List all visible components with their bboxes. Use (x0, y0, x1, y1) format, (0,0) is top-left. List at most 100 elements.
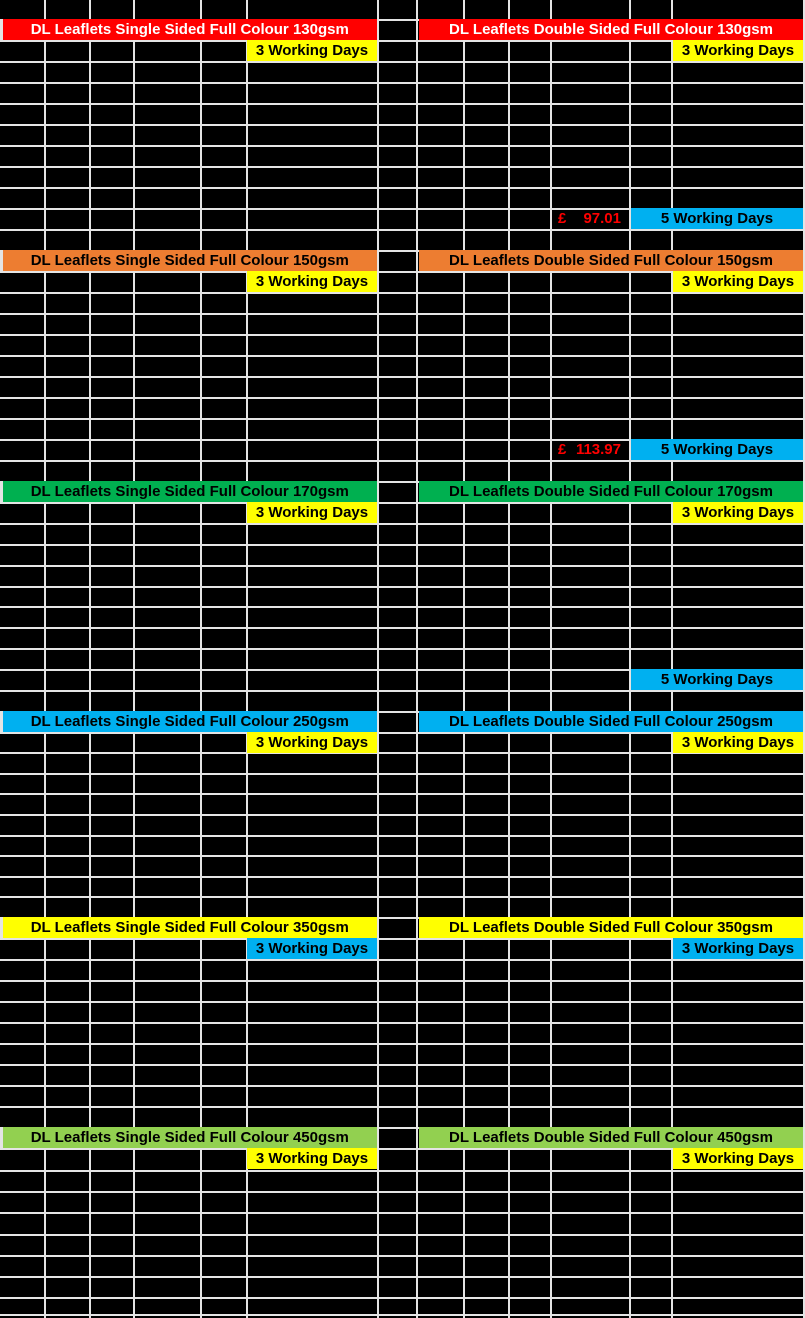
gridline-horizontal (0, 522, 805, 525)
badge-3-working-days-single-170gsm[interactable]: 3 Working Days (247, 502, 377, 523)
gridline-horizontal (0, 855, 805, 858)
gridline-horizontal (0, 752, 805, 755)
gridline-horizontal (0, 1106, 805, 1108)
currency-symbol: £ (558, 210, 567, 227)
gridline-vertical (803, 0, 805, 1318)
gridline-horizontal (0, 376, 805, 378)
badge-3-working-days-double-250gsm[interactable]: 3 Working Days (673, 732, 803, 753)
gridline-vertical (44, 0, 46, 1318)
badge-3-working-days-single-250gsm[interactable]: 3 Working Days (247, 732, 377, 753)
gridline-horizontal (0, 980, 805, 982)
gridline-horizontal (0, 292, 805, 294)
gridline-horizontal (0, 166, 805, 168)
price-value: 97.01 (583, 210, 621, 227)
badge-3-working-days-single-450gsm[interactable]: 3 Working Days (247, 1148, 377, 1169)
price-cell-150gsm[interactable]: £ 113.97 (552, 439, 629, 460)
gridline-horizontal (0, 1297, 805, 1300)
gridline-horizontal (0, 439, 805, 441)
gridline-horizontal (0, 82, 805, 84)
gridline-horizontal (0, 896, 805, 899)
gridline-horizontal (0, 397, 805, 399)
gridline-horizontal (0, 959, 805, 961)
header-cell-single-130gsm[interactable]: DL Leaflets Single Sided Full Colour 130… (2, 19, 377, 40)
gridline-horizontal (0, 145, 805, 147)
header-left-border (0, 711, 3, 732)
gridline-horizontal (0, 481, 805, 483)
gridline-vertical (550, 0, 552, 1318)
price-value: 113.97 (575, 441, 621, 458)
gridline-horizontal (0, 731, 805, 734)
gridline-horizontal (0, 1233, 805, 1236)
badge-3-working-days-single-150gsm[interactable]: 3 Working Days (247, 271, 377, 292)
gridline-horizontal (0, 187, 805, 189)
header-cell-double-350gsm[interactable]: DL Leaflets Double Sided Full Colour 350… (419, 917, 803, 938)
header-cell-double-450gsm[interactable]: DL Leaflets Double Sided Full Colour 450… (419, 1127, 803, 1148)
gridline-horizontal (0, 1043, 805, 1045)
header-cell-double-130gsm[interactable]: DL Leaflets Double Sided Full Colour 130… (419, 19, 803, 40)
gridline-horizontal (0, 313, 805, 315)
badge-5-working-days-150gsm[interactable]: 5 Working Days (631, 439, 803, 460)
gridline-horizontal (0, 1148, 805, 1151)
badge-5-working-days-130gsm[interactable]: 5 Working Days (631, 208, 803, 229)
gridline-horizontal (0, 355, 805, 357)
gridline-horizontal (0, 875, 805, 878)
badge-3-working-days-single-350gsm[interactable]: 3 Working Days (247, 938, 377, 959)
gridline-horizontal (0, 124, 805, 126)
gridline-horizontal (0, 1276, 805, 1279)
gridline-horizontal (0, 627, 805, 630)
header-cell-single-450gsm[interactable]: DL Leaflets Single Sided Full Colour 450… (2, 1127, 377, 1148)
badge-3-working-days-double-170gsm[interactable]: 3 Working Days (673, 502, 803, 523)
gridline-horizontal (0, 208, 805, 210)
header-left-border (0, 19, 3, 40)
gridline-vertical (200, 0, 202, 1318)
gridline-horizontal (0, 250, 805, 252)
gridline-vertical (89, 0, 91, 1318)
gridline-horizontal (0, 418, 805, 420)
gridline-horizontal (0, 690, 805, 693)
gridline-vertical (463, 0, 465, 1318)
header-cell-double-150gsm[interactable]: DL Leaflets Double Sided Full Colour 150… (419, 250, 803, 271)
gridline-horizontal (0, 61, 805, 63)
gridline-horizontal (0, 669, 805, 672)
header-left-border (0, 481, 3, 502)
gridline-vertical (671, 0, 673, 1318)
gridline-horizontal (0, 814, 805, 816)
gridline-horizontal (0, 1085, 805, 1087)
gridline-horizontal (0, 772, 805, 775)
badge-3-working-days-double-350gsm[interactable]: 3 Working Days (673, 938, 803, 959)
gridline-vertical (629, 0, 631, 1318)
gridline-horizontal (0, 1022, 805, 1024)
gridline-horizontal (0, 648, 805, 651)
gridline-horizontal (0, 1254, 805, 1257)
gridline-horizontal (0, 606, 805, 609)
currency-symbol: £ (558, 441, 567, 458)
gridline-vertical (416, 0, 418, 1318)
header-cell-single-150gsm[interactable]: DL Leaflets Single Sided Full Colour 150… (2, 250, 377, 271)
gridline-vertical (246, 0, 248, 1318)
gridline-horizontal (0, 460, 805, 462)
badge-3-working-days-double-130gsm[interactable]: 3 Working Days (673, 40, 803, 61)
gridline-vertical (133, 0, 135, 1318)
header-left-border (0, 1127, 3, 1148)
header-cell-double-250gsm[interactable]: DL Leaflets Double Sided Full Colour 250… (419, 711, 803, 732)
gridline-horizontal (0, 917, 805, 919)
header-left-border (0, 250, 3, 271)
badge-3-working-days-double-150gsm[interactable]: 3 Working Days (673, 271, 803, 292)
header-cell-double-170gsm[interactable]: DL Leaflets Double Sided Full Colour 170… (419, 481, 803, 502)
gridline-horizontal (0, 938, 805, 940)
gridline-horizontal (0, 103, 805, 105)
price-cell-130gsm[interactable]: £ 97.01 (552, 208, 629, 229)
gridline-horizontal (0, 1064, 805, 1066)
gridline-horizontal (0, 1212, 805, 1215)
header-cell-single-250gsm[interactable]: DL Leaflets Single Sided Full Colour 250… (2, 711, 377, 732)
header-cell-single-170gsm[interactable]: DL Leaflets Single Sided Full Colour 170… (2, 481, 377, 502)
header-cell-single-350gsm[interactable]: DL Leaflets Single Sided Full Colour 350… (2, 917, 377, 938)
badge-3-working-days-double-450gsm[interactable]: 3 Working Days (673, 1148, 803, 1169)
gridline-horizontal (0, 1314, 805, 1316)
badge-5-working-days-170gsm[interactable]: 5 Working Days (631, 669, 803, 690)
gridline-horizontal (0, 1190, 805, 1193)
badge-3-working-days-single-130gsm[interactable]: 3 Working Days (247, 40, 377, 61)
gridline-horizontal (0, 585, 805, 588)
gridline-horizontal (0, 1169, 805, 1172)
